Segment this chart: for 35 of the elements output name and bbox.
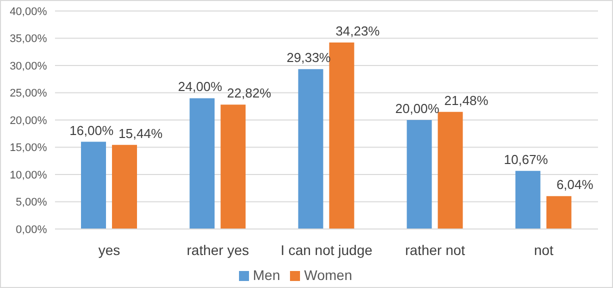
y-tick-label: 40,00% — [10, 6, 48, 18]
x-tick-label: not — [534, 242, 554, 258]
x-tick-label: rather yes — [186, 242, 250, 258]
bar — [546, 196, 572, 229]
bar — [112, 144, 137, 229]
y-tick-label: 0,00% — [16, 224, 48, 236]
y-tick-label: 5,00% — [16, 196, 48, 209]
y-tick-label: 15,00% — [10, 142, 48, 154]
x-tick-label: rather not — [405, 242, 466, 258]
x-tick-label: yes — [98, 242, 120, 258]
x-tick-label: I can not judge — [280, 242, 373, 258]
bar — [438, 112, 463, 229]
bar — [406, 120, 432, 229]
y-tick-label: 30,00% — [10, 60, 48, 72]
data-label: 6,04% — [556, 177, 594, 192]
data-label: 20,00% — [395, 101, 440, 116]
legend-label: Women — [304, 267, 352, 283]
bar — [81, 142, 106, 229]
data-label: 21,48% — [444, 92, 489, 108]
bar — [298, 69, 324, 229]
data-label: 22,82% — [227, 86, 272, 101]
y-tick-label: 25,00% — [10, 88, 48, 100]
y-tick-label: 20,00% — [10, 114, 48, 127]
bar — [329, 42, 354, 229]
data-label: 15,44% — [118, 126, 163, 141]
bar — [190, 98, 215, 229]
data-label: 34,23% — [336, 23, 380, 38]
y-tick-label: 10,00% — [10, 169, 48, 182]
data-label: 16,00% — [69, 122, 114, 138]
data-label: 24,00% — [178, 79, 223, 94]
data-label: 10,67% — [504, 152, 548, 167]
y-tick-label: 35,00% — [10, 33, 48, 46]
bar — [220, 104, 246, 229]
legend-label: Men — [252, 267, 280, 283]
bar — [515, 170, 540, 229]
